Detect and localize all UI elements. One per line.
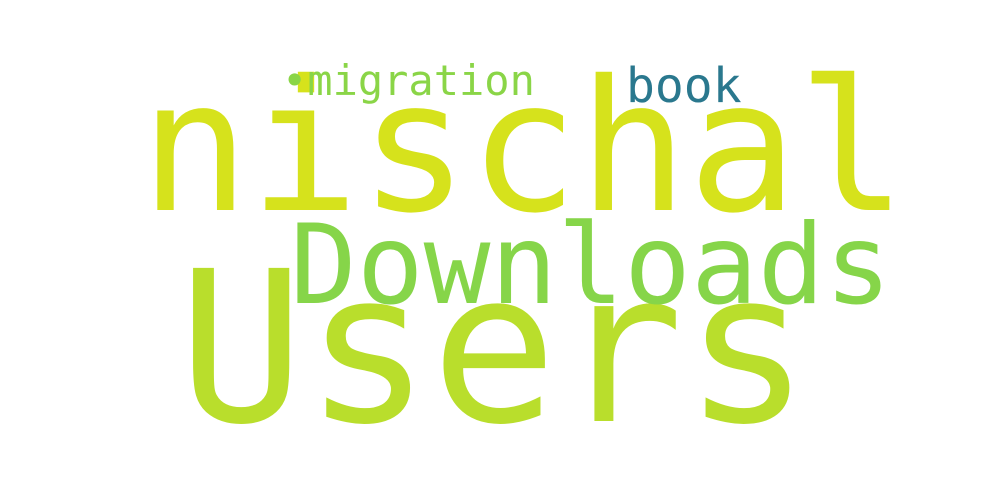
word-nischal: nischal xyxy=(140,41,908,253)
word-migration: •migration xyxy=(282,56,535,105)
word-book: book xyxy=(626,58,742,114)
word-downloads: Downloads xyxy=(290,201,892,330)
word-users: Users xyxy=(178,226,811,471)
